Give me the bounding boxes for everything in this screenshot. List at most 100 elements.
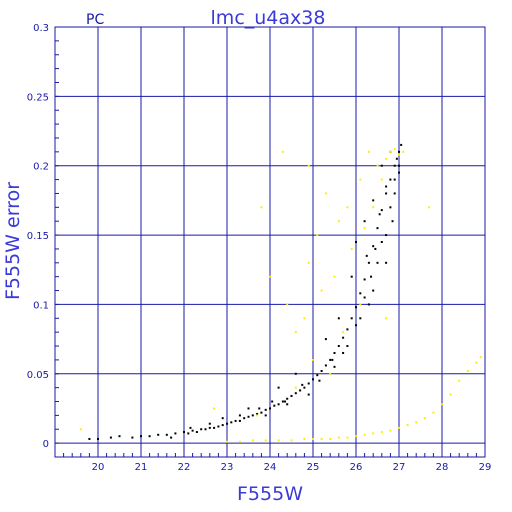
data-point-yellow: [324, 192, 327, 195]
data-point-yellow: [458, 379, 461, 382]
data-point-black: [393, 164, 396, 167]
data-point-yellow: [307, 164, 310, 167]
data-point-yellow: [355, 435, 357, 438]
chart-title: lmc_u4ax38: [211, 7, 326, 29]
data-point-black: [342, 336, 345, 339]
data-point-black: [398, 164, 400, 167]
data-point-black: [367, 261, 370, 264]
data-point-black: [256, 413, 259, 415]
data-point-black: [273, 404, 276, 407]
data-point-black: [251, 414, 254, 417]
data-point-yellow: [303, 317, 306, 320]
data-point-yellow: [380, 431, 383, 434]
data-point-black: [395, 157, 398, 160]
data-point-yellow: [312, 437, 314, 440]
data-point-black: [269, 407, 271, 410]
data-point-yellow: [372, 432, 375, 435]
data-point-black: [277, 403, 280, 406]
data-point-black: [374, 247, 377, 250]
data-point-yellow: [432, 411, 435, 414]
data-point-black: [109, 436, 112, 439]
data-point-black: [200, 428, 203, 431]
data-point-yellow: [385, 317, 388, 320]
data-point-black: [355, 306, 357, 309]
data-point-black: [350, 275, 353, 278]
data-point-black: [318, 379, 321, 382]
data-point-black: [346, 328, 349, 331]
data-point-black: [398, 171, 400, 174]
data-point-black: [204, 428, 207, 431]
data-point-black: [271, 400, 274, 403]
data-point-black: [363, 296, 366, 299]
y-tick-label: 0.15: [27, 231, 49, 242]
data-point-black: [307, 393, 310, 396]
data-point-black: [385, 261, 388, 264]
data-point-yellow: [367, 150, 370, 153]
x-tick-label: 23: [221, 462, 234, 473]
x-axis-label: F555W: [237, 483, 303, 505]
data-point-black: [294, 392, 297, 395]
data-point-black: [226, 422, 228, 425]
data-point-black: [331, 358, 334, 361]
data-point-black: [363, 278, 366, 281]
data-point-black: [398, 150, 400, 153]
data-point-black: [400, 143, 403, 146]
data-point-black: [258, 407, 261, 410]
data-point-black: [378, 213, 381, 216]
data-point-black: [355, 324, 357, 327]
data-point-yellow: [337, 436, 340, 439]
x-tick-label: 26: [350, 462, 363, 473]
data-point-yellow: [398, 426, 400, 429]
data-point-yellow: [286, 303, 289, 306]
data-point-yellow: [320, 289, 323, 292]
data-point-black: [391, 220, 394, 223]
x-tick-label: 25: [307, 462, 320, 473]
data-point-black: [170, 436, 173, 439]
data-point-black: [234, 419, 237, 422]
data-point-yellow: [393, 148, 396, 151]
data-point-black: [393, 178, 396, 181]
data-point-black: [355, 241, 357, 243]
x-tick-label: 29: [479, 462, 492, 473]
data-point-yellow: [423, 417, 426, 420]
y-tick-label: 0.1: [33, 300, 49, 311]
data-points: [79, 143, 482, 443]
data-point-yellow: [346, 436, 349, 439]
data-point-yellow: [475, 361, 478, 364]
data-point-yellow: [398, 153, 400, 156]
data-point-black: [337, 345, 340, 348]
data-point-black: [97, 437, 99, 440]
data-point-yellow: [329, 372, 332, 375]
y-tick-label: 0.2: [33, 162, 49, 173]
data-point-black: [290, 394, 293, 397]
data-point-yellow: [329, 437, 332, 440]
data-point-black: [157, 433, 160, 436]
data-point-yellow: [79, 428, 82, 431]
data-point-black: [337, 317, 340, 320]
data-point-black: [230, 421, 233, 424]
data-point-yellow: [269, 275, 271, 278]
data-point-black: [363, 220, 366, 223]
data-point-yellow: [213, 407, 216, 410]
data-point-black: [350, 317, 353, 320]
x-tick-label: 21: [135, 462, 148, 473]
y-tick-label: 0.25: [27, 92, 49, 103]
data-point-yellow: [363, 227, 366, 230]
data-point-black: [365, 254, 368, 257]
tick-labels: 20 21 22 23 24 25 26 27 28 29 0 0.05 0.1 0.15 0.2 0.25 0…: [27, 23, 492, 473]
data-point-black: [380, 241, 383, 243]
data-point-black: [187, 432, 190, 435]
data-point-yellow: [415, 421, 418, 424]
data-point-black: [294, 372, 297, 375]
data-point-black: [389, 206, 392, 209]
data-point-yellow: [385, 157, 388, 160]
data-point-black: [324, 364, 327, 367]
data-point-black: [370, 275, 373, 278]
data-point-black: [286, 403, 289, 406]
data-point-black: [372, 199, 375, 202]
data-point-black: [88, 437, 91, 440]
data-point-yellow: [290, 439, 293, 442]
data-point-black: [333, 351, 336, 354]
y-tick-label: 0: [43, 439, 49, 450]
